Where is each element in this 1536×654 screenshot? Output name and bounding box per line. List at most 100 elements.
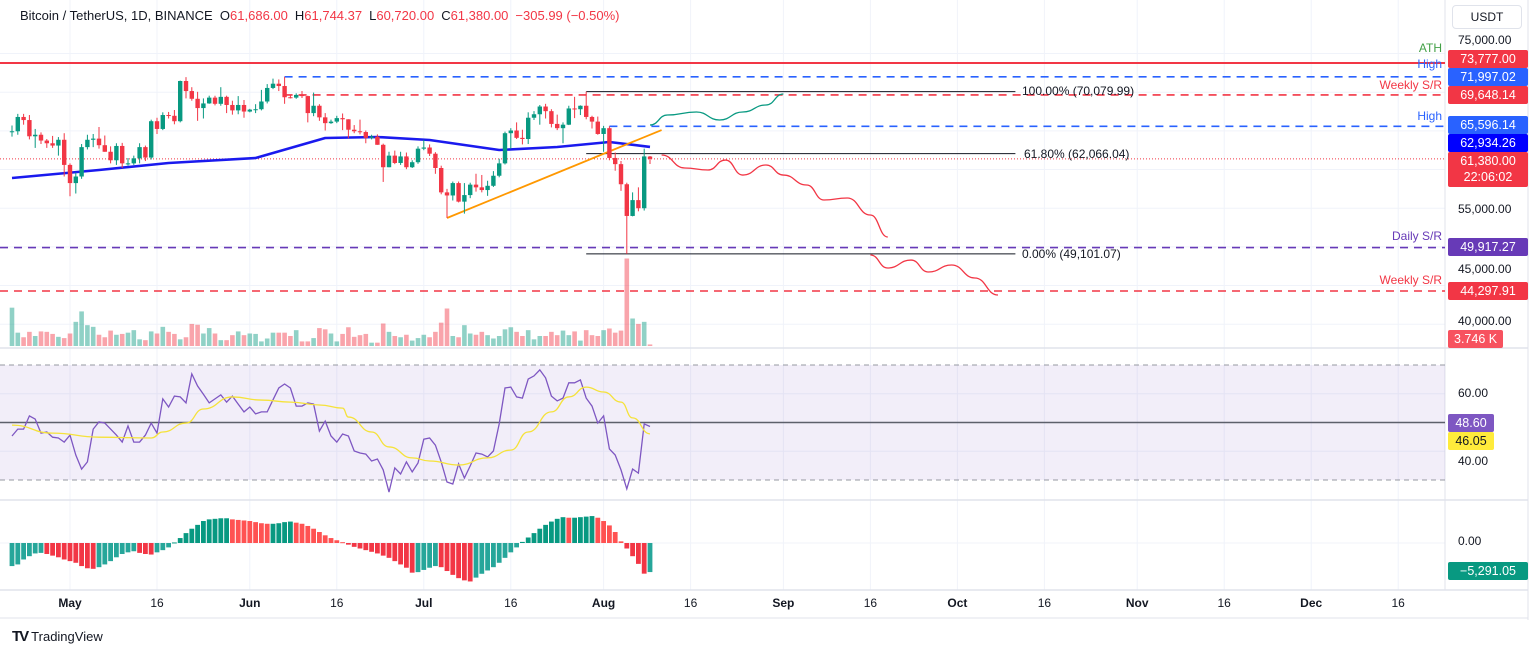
macd-histogram-bar — [212, 518, 218, 543]
weekly-sr-badge-1: 69,648.14 — [1448, 86, 1528, 104]
volume-bar — [427, 337, 432, 346]
macd-histogram-bar — [79, 543, 84, 567]
volume-bar — [27, 331, 32, 346]
time-axis-label: 16 — [863, 596, 878, 610]
time-axis-label: Oct — [947, 596, 968, 610]
macd-histogram-bar — [241, 520, 247, 543]
candle-body — [253, 109, 258, 111]
daily-sr-label: Daily S/R — [1391, 229, 1442, 243]
candle-body — [137, 147, 142, 159]
candle-body — [9, 131, 15, 133]
volume-bar — [404, 334, 409, 346]
macd-histogram-bar — [201, 521, 206, 543]
macd-histogram-bar — [85, 543, 90, 569]
macd-histogram-bar — [32, 543, 38, 554]
macd-histogram-bar — [148, 543, 154, 555]
volume-bar — [189, 323, 195, 346]
candle-body — [427, 147, 432, 154]
fib-100-label: 100.00% (70,079.99) — [1022, 84, 1135, 98]
rsi-axis-label: 60.00 — [1458, 386, 1489, 400]
tradingview-logo[interactable]: TV TradingView — [12, 628, 103, 645]
volume-bar — [50, 333, 55, 346]
volume-bar — [462, 325, 467, 346]
volume-bar — [415, 338, 421, 346]
candle-body — [21, 116, 26, 121]
candle-body — [79, 147, 84, 177]
volume-bar — [438, 322, 444, 346]
volume-bar — [137, 339, 142, 346]
candle-body — [294, 94, 299, 98]
candle-body — [311, 105, 316, 114]
candle-body — [531, 114, 537, 118]
macd-histogram-bar — [177, 538, 183, 543]
macd-histogram-bar — [114, 543, 119, 558]
macd-histogram-bar — [404, 543, 409, 568]
weekly-sr-label-1: Weekly S/R — [1379, 78, 1442, 92]
rsi-ma-badge: 46.05 — [1448, 432, 1494, 450]
volume-bar — [264, 338, 270, 346]
candle-body — [630, 200, 635, 216]
candle-body — [178, 80, 183, 122]
candle-body — [508, 130, 513, 134]
volume-bar — [102, 337, 108, 346]
volume-bar — [288, 336, 293, 346]
macd-histogram-bar — [61, 543, 67, 560]
time-axis-label: May — [58, 596, 82, 610]
macd-histogram-bar — [322, 535, 328, 543]
candle-body — [241, 104, 247, 112]
volume-bar — [479, 331, 485, 346]
fib-0-label: 0.00% (49,101.07) — [1022, 247, 1121, 261]
volume-bar — [119, 333, 125, 346]
candle-body — [149, 121, 154, 158]
macd-histogram-bar — [282, 522, 287, 543]
macd-histogram-bar — [264, 523, 270, 543]
time-axis-label: Jun — [239, 596, 261, 610]
volume-bar — [44, 331, 50, 346]
low-label: L — [369, 8, 377, 23]
high-price-badge-1: 71,997.02 — [1448, 68, 1528, 86]
macd-histogram-bar — [276, 523, 282, 543]
candle-body — [218, 96, 223, 104]
volume-bar — [131, 330, 137, 346]
volume-bar — [247, 333, 253, 346]
candle-body — [247, 109, 252, 112]
time-axis-label: 16 — [1217, 596, 1231, 610]
candle-body — [618, 164, 624, 185]
candle-body — [491, 175, 496, 186]
time-axis-label: Aug — [591, 596, 616, 610]
macd-histogram-bar — [44, 543, 50, 554]
candle-body — [172, 115, 177, 122]
candle-body — [15, 116, 20, 132]
macd-histogram-bar — [143, 543, 148, 554]
macd-histogram-bar — [108, 543, 113, 562]
candle-body — [346, 119, 351, 130]
macd-histogram-bar — [531, 533, 537, 543]
candle-body — [566, 108, 571, 125]
volume-bar — [61, 338, 67, 346]
volume-bar — [73, 321, 79, 346]
candle-body — [502, 133, 508, 164]
candle-body — [607, 128, 612, 158]
rsi-axis-label: 40.00 — [1458, 454, 1489, 468]
symbol-title[interactable]: Bitcoin / TetherUS, 1D, BINANCE — [20, 8, 213, 23]
macd-histogram-bar — [433, 543, 438, 567]
candle-body — [282, 86, 287, 98]
candle-body — [549, 111, 554, 124]
volume-bar — [114, 334, 119, 346]
volume-bar — [375, 342, 380, 346]
price-axis-label: 40,000.00 — [1458, 314, 1512, 328]
volume-bar — [143, 340, 148, 346]
volume-bar — [583, 330, 589, 346]
candle-body — [647, 156, 653, 159]
macd-histogram-bar — [392, 543, 398, 562]
macd-histogram-bar — [369, 543, 374, 552]
macd-histogram-bar — [560, 517, 566, 543]
macd-histogram-badge: −5,291.05 — [1448, 562, 1528, 580]
candle-body — [317, 105, 322, 118]
currency-button[interactable]: USDT — [1452, 5, 1522, 29]
volume-bar — [195, 324, 200, 346]
volume-bar — [79, 311, 84, 346]
macd-histogram-bar — [288, 521, 293, 543]
volume-bar — [554, 335, 560, 346]
